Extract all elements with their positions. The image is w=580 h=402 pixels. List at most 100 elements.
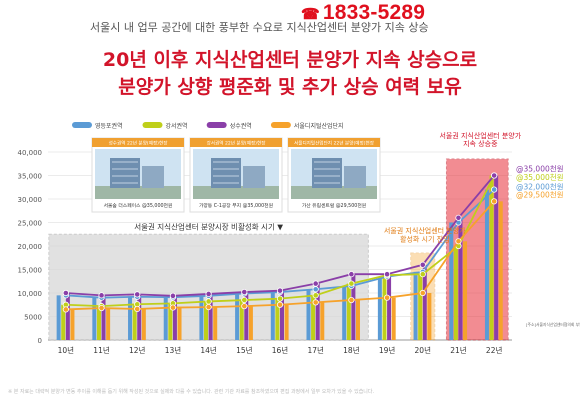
y-tick-label: 40,000 bbox=[18, 149, 43, 157]
data-point bbox=[205, 290, 212, 298]
y-tick-label: 35,000 bbox=[18, 173, 43, 181]
legend-label: 영등포권역 bbox=[95, 122, 123, 130]
bar bbox=[320, 302, 325, 340]
data-point bbox=[134, 291, 141, 298]
y-tick-label: 25,000 bbox=[18, 220, 43, 228]
bar bbox=[96, 306, 101, 340]
footnote: ※ 본 자료는 대략적 분양가 변동 추이를 이해를 돕기 위해 작성된 것으로… bbox=[8, 389, 375, 395]
y-tick-label: 5000 bbox=[24, 314, 42, 322]
bar bbox=[346, 283, 351, 340]
bar bbox=[342, 285, 347, 340]
building-shape bbox=[344, 166, 366, 188]
data-point bbox=[205, 304, 212, 311]
bar bbox=[422, 264, 427, 340]
x-tick-label: 16년 bbox=[272, 345, 289, 355]
value-label: @29,500천원 bbox=[516, 190, 564, 200]
bar bbox=[177, 307, 182, 340]
phone-number[interactable]: ☎ 1833-5289 bbox=[301, 1, 425, 25]
bar bbox=[141, 308, 146, 340]
data-point bbox=[419, 261, 426, 268]
data-point bbox=[491, 198, 498, 205]
bar bbox=[70, 309, 75, 340]
legend-label: 서울디지털산업단지 bbox=[294, 122, 344, 130]
bar bbox=[377, 276, 382, 340]
building-shape bbox=[211, 158, 241, 188]
bar bbox=[494, 175, 499, 340]
data-point bbox=[348, 296, 355, 304]
x-tick-label: 13년 bbox=[165, 345, 182, 355]
photo-card-title-bar bbox=[92, 138, 184, 147]
bar bbox=[235, 293, 240, 340]
building-photo-ground bbox=[193, 186, 279, 199]
data-point bbox=[312, 292, 319, 299]
phone-number-text: 1833-5289 bbox=[322, 1, 426, 24]
bar bbox=[92, 297, 97, 340]
photo-card-title: 성수권역 22년 분양(예정)현장 bbox=[109, 140, 169, 147]
x-tick-label: 17년 bbox=[307, 345, 324, 355]
bar bbox=[244, 292, 249, 340]
legend-swatch bbox=[270, 122, 291, 128]
y-tick-label: 10,000 bbox=[18, 290, 43, 298]
data-point bbox=[276, 287, 284, 294]
headline-line-1: 20년 이후 지식산업센터 분양가 지속 상승으로 bbox=[102, 49, 478, 71]
bar bbox=[453, 246, 458, 340]
data-point bbox=[312, 299, 319, 306]
legend-swatch bbox=[206, 122, 227, 128]
data-point bbox=[348, 271, 355, 278]
data-point bbox=[241, 303, 248, 310]
annotation-rising-line1: 서울권 지식산업센터 분양가 bbox=[439, 131, 521, 140]
annotation-rising-line2: 지속 상승중 bbox=[463, 139, 498, 148]
photo-card-caption: 가산 유림센트럴 @29,500천원 bbox=[302, 202, 366, 209]
building-photo-ground bbox=[291, 186, 377, 199]
x-tick-label: 20년 bbox=[415, 345, 432, 355]
bar bbox=[137, 294, 142, 340]
x-tick-label: 21년 bbox=[450, 345, 467, 355]
bar bbox=[391, 297, 396, 340]
data-point bbox=[491, 172, 498, 179]
data-point bbox=[419, 271, 426, 278]
source-note: [주소]서울지식산업센터협의회 부동산,지식산업센터 공급 현황 조사 분양정보… bbox=[526, 322, 580, 327]
data-point bbox=[62, 289, 69, 297]
phone-icon: ☎ bbox=[301, 6, 320, 23]
bar bbox=[382, 275, 387, 340]
bar bbox=[61, 304, 66, 340]
bar bbox=[489, 175, 494, 340]
photo-card-caption: 서울숲 더스페이스 @35,000천원 bbox=[104, 202, 173, 209]
bar bbox=[204, 301, 209, 340]
building-photo-ground bbox=[95, 186, 181, 199]
y-tick-label: 0 bbox=[38, 337, 42, 345]
data-point bbox=[241, 288, 248, 296]
annotation-inactive: 서울권 지식산업센터 분양시장 비활성화 시기 ▼ bbox=[134, 221, 283, 231]
bar bbox=[280, 290, 284, 340]
data-point bbox=[491, 186, 498, 193]
data-point bbox=[348, 280, 355, 287]
legend-label: 강서권역 bbox=[166, 122, 188, 130]
legend-swatch bbox=[142, 122, 163, 128]
x-tick-label: 22년 bbox=[486, 345, 503, 355]
data-point bbox=[98, 292, 105, 299]
x-tick-label: 15년 bbox=[236, 345, 253, 355]
photo-card-title-bar bbox=[288, 138, 380, 147]
bar bbox=[248, 306, 253, 340]
data-point bbox=[455, 214, 462, 221]
bar bbox=[284, 304, 289, 340]
bar bbox=[213, 307, 218, 340]
bar bbox=[387, 274, 392, 340]
data-point bbox=[419, 289, 426, 297]
photo-card-title-bar bbox=[190, 138, 282, 147]
legend-label: 성수권역 bbox=[230, 122, 252, 130]
data-point bbox=[383, 294, 391, 301]
bar bbox=[484, 189, 489, 340]
building-shape bbox=[243, 166, 265, 188]
data-point bbox=[455, 238, 462, 245]
value-label: @35,000천원 bbox=[516, 164, 564, 174]
data-point bbox=[276, 295, 284, 302]
bar bbox=[65, 293, 70, 340]
bar bbox=[427, 293, 432, 340]
header-subtitle: 서울시 내 업무 공간에 대한 풍부한 수요로 지식산업센터 분양가 지속 상승 bbox=[90, 21, 429, 34]
building-shape bbox=[110, 158, 140, 188]
y-tick-label: 15,000 bbox=[18, 267, 43, 275]
x-tick-label: 10년 bbox=[58, 345, 75, 355]
legend-swatch bbox=[72, 122, 92, 128]
building-shape bbox=[312, 158, 342, 188]
